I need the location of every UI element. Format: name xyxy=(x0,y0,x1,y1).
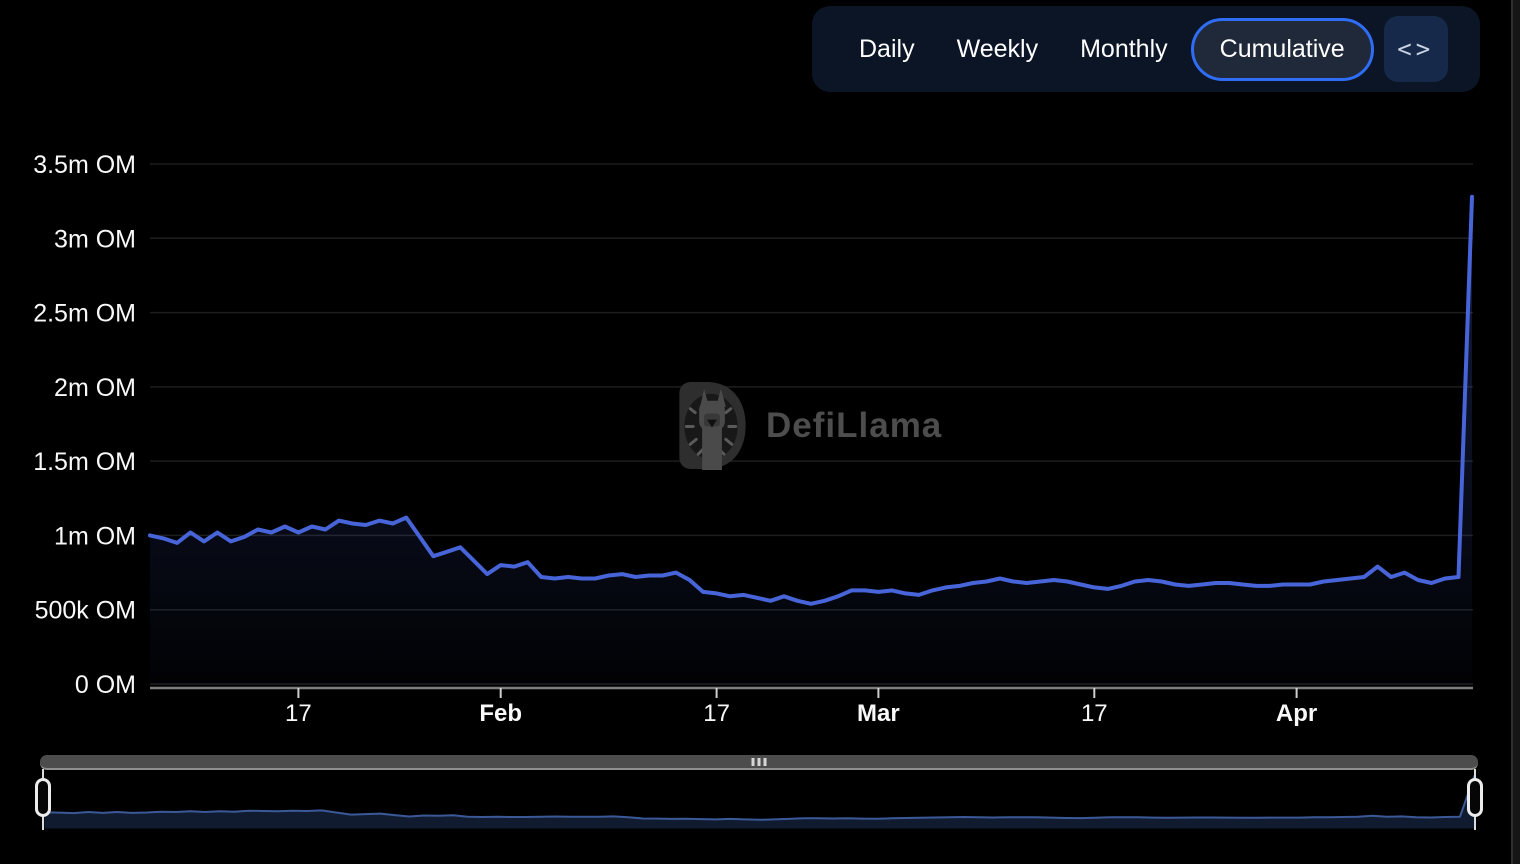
area-fill xyxy=(150,196,1472,684)
y-axis-label: 0 OM xyxy=(75,671,136,699)
brush-grip[interactable] xyxy=(751,758,767,766)
y-axis-label: 1m OM xyxy=(54,522,136,550)
interval-monthly[interactable]: Monthly xyxy=(1059,25,1189,74)
cumulative-area-chart[interactable]: 3.5m OM 3m OM 2.5m OM 2m OM 1.5m OM 1m OM 500k… xyxy=(0,0,1520,750)
mini-series-line xyxy=(44,775,1476,821)
x-axis-label: 17 xyxy=(1081,700,1108,727)
y-axis-label: 2m OM xyxy=(54,374,136,402)
brush-handle-left[interactable] xyxy=(35,778,51,817)
y-axis-label: 3m OM xyxy=(54,225,136,253)
y-axis-label: 1.5m OM xyxy=(33,448,136,476)
code-icon: <> xyxy=(1397,35,1435,63)
mini-area-fill xyxy=(44,775,1475,829)
x-axis-label: 17 xyxy=(703,700,730,727)
interval-toolbar: Daily Weekly Monthly Cumulative <> xyxy=(812,6,1480,92)
brush-track[interactable] xyxy=(40,755,1478,770)
interval-daily[interactable]: Daily xyxy=(838,25,936,74)
y-axis-label: 2.5m OM xyxy=(33,300,136,328)
interval-cumulative[interactable]: Cumulative xyxy=(1190,17,1374,81)
series-line xyxy=(148,194,1474,606)
x-axis-label: Apr xyxy=(1276,700,1317,727)
y-axis-label: 3.5m OM xyxy=(33,151,136,179)
embed-code-button[interactable]: <> xyxy=(1383,16,1448,82)
brush-preview-chart[interactable] xyxy=(43,769,1476,831)
x-axis-label: Mar xyxy=(857,700,900,727)
y-axis-label: 500k OM xyxy=(35,597,136,625)
x-axis-label: Feb xyxy=(479,700,522,727)
interval-weekly[interactable]: Weekly xyxy=(936,25,1060,74)
brush-handle-right[interactable] xyxy=(1467,778,1483,817)
page-scrollbar[interactable] xyxy=(1511,0,1520,864)
x-axis-label: 17 xyxy=(285,700,312,727)
